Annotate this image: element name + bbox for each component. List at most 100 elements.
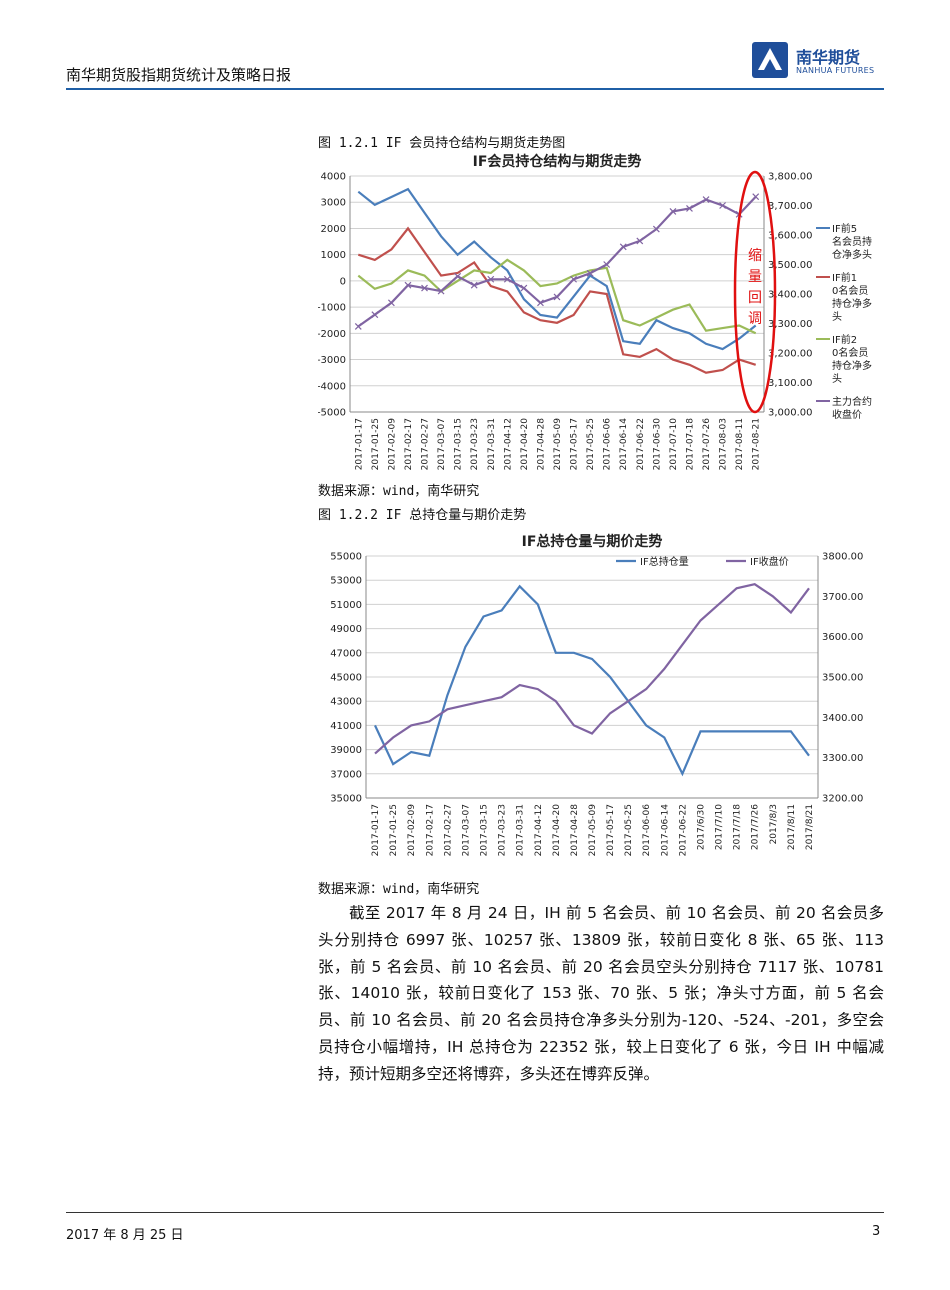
series-point xyxy=(752,193,760,201)
x-tick-label: 2017/8/11 xyxy=(787,804,797,850)
x-tick-label: 2017-06-30 xyxy=(652,418,662,471)
right-tick-label: 3700.00 xyxy=(822,592,863,603)
x-tick-label: 2017-03-07 xyxy=(437,418,447,470)
footer-date: 2017 年 8 月 25 日 xyxy=(66,1228,184,1243)
left-tick-label: 51000 xyxy=(330,600,362,611)
right-tick-label: 3,300.00 xyxy=(768,319,813,330)
x-tick-label: 2017-05-17 xyxy=(606,804,616,856)
series-point xyxy=(669,207,677,215)
chart-if-open-interest: IF总持仓量与期价走势 35000 37000 39000 41000 43000 4500… xyxy=(330,533,863,857)
left-tick-label: 1000 xyxy=(321,250,346,261)
x-tick-label: 2017/7/26 xyxy=(751,804,761,850)
x-tick-label: 2017-02-09 xyxy=(387,418,397,471)
right-tick-label: 3,800.00 xyxy=(768,172,813,183)
x-tick-label: 2017-08-21 xyxy=(752,418,762,470)
logo-text: 南华期货 xyxy=(796,48,861,67)
series-point xyxy=(537,299,544,307)
right-tick-label: 3200.00 xyxy=(822,794,863,805)
figure2-caption: 图 1.2.2 IF 总持仓量与期价走势 xyxy=(318,508,527,523)
chart-if-member-position: IF会员持仓结构与期货走势 -5000 -4000 -3000 -2000 -1000 0 1… xyxy=(318,153,872,471)
left-tick-label: 35000 xyxy=(330,794,362,805)
footer-divider xyxy=(66,1212,884,1213)
x-tick-label: 2017/8/3 xyxy=(769,804,779,844)
right-tick-label: 3600.00 xyxy=(822,632,863,643)
analysis-text: 截至 2017 年 8 月 24 日，IH 前 5 名会员、前 10 名会员、前… xyxy=(318,904,884,1083)
x-tick-label: 2017-02-27 xyxy=(443,804,453,856)
x-tick-label: 2017-05-09 xyxy=(588,804,598,857)
right-tick-label: 3400.00 xyxy=(822,713,863,724)
x-tick-label: 2017-06-14 xyxy=(660,804,670,857)
figure1-caption: 图 1.2.1 IF 会员持仓结构与期货走势图 xyxy=(318,136,566,151)
left-tick-label: -5000 xyxy=(318,408,346,419)
annotation-char: 量 xyxy=(748,269,762,285)
series-point xyxy=(553,293,561,301)
legend-label: IF前1 0名会员持仓净多头 xyxy=(832,271,872,323)
series-line-1 xyxy=(374,583,810,755)
x-tick-label: 2017-04-20 xyxy=(552,804,562,857)
annotation-char: 缩 xyxy=(748,248,762,264)
x-tick-label: 2017-06-06 xyxy=(603,418,613,471)
right-tick-label: 3800.00 xyxy=(822,552,863,563)
series-point xyxy=(437,287,445,295)
annotation-char: 调 xyxy=(748,311,762,327)
series-point xyxy=(652,225,660,233)
legend-label: 主力合约收盘价 xyxy=(832,395,872,421)
x-tick-label: 2017-06-22 xyxy=(678,804,688,856)
x-tick-label: 2017-04-20 xyxy=(520,418,530,471)
x-tick-label: 2017-03-07 xyxy=(461,804,471,856)
left-tick-label: -1000 xyxy=(318,303,346,314)
legend-label: IF收盘价 xyxy=(750,555,789,568)
series-point xyxy=(603,261,611,268)
series-line-2 xyxy=(357,258,757,335)
right-tick-label: 3,500.00 xyxy=(768,260,813,271)
left-tick-label: 47000 xyxy=(330,648,362,659)
legend-label: IF总持仓量 xyxy=(640,555,689,568)
series-point xyxy=(619,243,627,251)
left-tick-label: -3000 xyxy=(318,355,346,366)
x-tick-label: 2017-07-26 xyxy=(702,418,712,471)
x-tick-label: 2017-03-15 xyxy=(480,804,490,856)
chart-title: IF会员持仓结构与期货走势 xyxy=(473,153,642,170)
series-line-0 xyxy=(374,584,810,777)
series-point xyxy=(520,284,528,292)
x-tick-label: 2017-05-09 xyxy=(553,418,563,471)
x-tick-label: 2017-01-17 xyxy=(354,418,364,470)
annotation-ellipse xyxy=(733,170,777,414)
x-tick-label: 2017-08-03 xyxy=(719,418,729,470)
series-point xyxy=(719,202,727,209)
x-tick-label: 2017-03-23 xyxy=(498,804,508,856)
series-line-0 xyxy=(357,187,757,351)
annotation-char: 回 xyxy=(748,290,762,306)
left-tick-label: 43000 xyxy=(330,697,362,708)
x-tick-label: 2017-01-25 xyxy=(371,418,381,470)
series-point xyxy=(702,196,710,204)
legend-label: IF前5 名会员持仓净多头 xyxy=(832,222,872,261)
series-point xyxy=(470,281,478,289)
series-point xyxy=(404,281,412,289)
right-tick-label: 3,100.00 xyxy=(768,378,813,389)
series-line-1 xyxy=(357,226,757,374)
right-tick-label: 3500.00 xyxy=(822,673,863,684)
x-tick-label: 2017-06-06 xyxy=(642,804,652,857)
x-tick-label: 2017-02-09 xyxy=(407,804,417,857)
header-divider xyxy=(66,88,884,90)
chart-title: IF总持仓量与期价走势 xyxy=(522,533,663,550)
x-tick-label: 2017-04-12 xyxy=(503,418,513,470)
x-tick-label: 2017-01-25 xyxy=(389,804,399,856)
x-tick-label: 2017-03-31 xyxy=(516,804,526,856)
series-point xyxy=(421,284,428,292)
series-point xyxy=(586,269,594,277)
x-tick-label: 2017/6/30 xyxy=(696,804,706,850)
left-tick-label: 3000 xyxy=(321,198,346,209)
left-tick-label: 39000 xyxy=(330,745,362,756)
right-tick-label: 3,700.00 xyxy=(768,201,813,212)
nanhua-logo-icon xyxy=(752,42,788,78)
left-tick-label: 49000 xyxy=(330,624,362,635)
series-point xyxy=(503,275,511,283)
x-tick-label: 2017-07-10 xyxy=(669,418,679,471)
series-point xyxy=(387,299,395,307)
figure1-source: 数据来源：wind，南华研究 xyxy=(318,484,480,499)
series-point xyxy=(570,275,577,283)
x-tick-label: 2017-08-11 xyxy=(735,418,745,470)
series-point xyxy=(487,275,495,283)
